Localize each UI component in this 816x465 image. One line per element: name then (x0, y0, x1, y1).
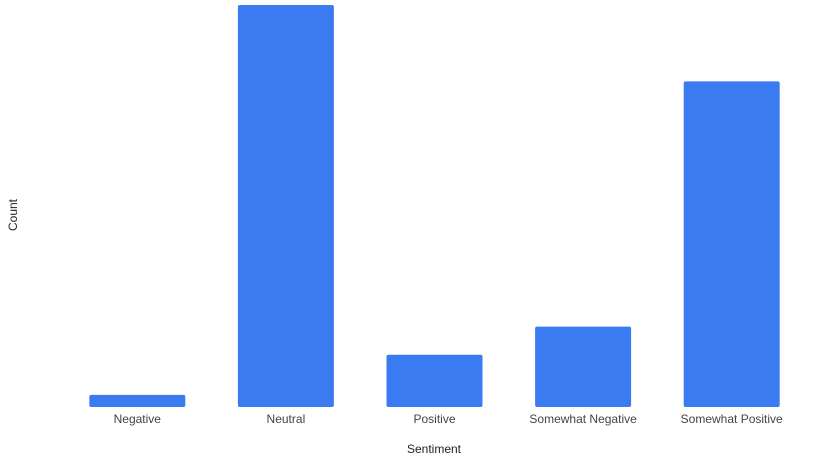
x-tick-label: Somewhat Positive (681, 412, 783, 426)
x-tick-label: Positive (413, 412, 455, 426)
x-axis-title: Sentiment (407, 442, 462, 456)
x-tick-label: Neutral (267, 412, 306, 426)
x-tick-labels: Negative Neutral Positive Somewhat Negative… (114, 412, 783, 426)
x-tick-label: Negative (114, 412, 162, 426)
bars-group (89, 5, 780, 408)
x-tick-label: Somewhat Negative (529, 412, 637, 426)
y-axis-title: Count (6, 198, 20, 231)
bar-negative (89, 394, 186, 407)
bar-somewhat-negative (535, 326, 632, 407)
bar-neutral (237, 5, 334, 407)
bar-somewhat-positive (683, 81, 780, 408)
bar-positive (386, 354, 483, 407)
